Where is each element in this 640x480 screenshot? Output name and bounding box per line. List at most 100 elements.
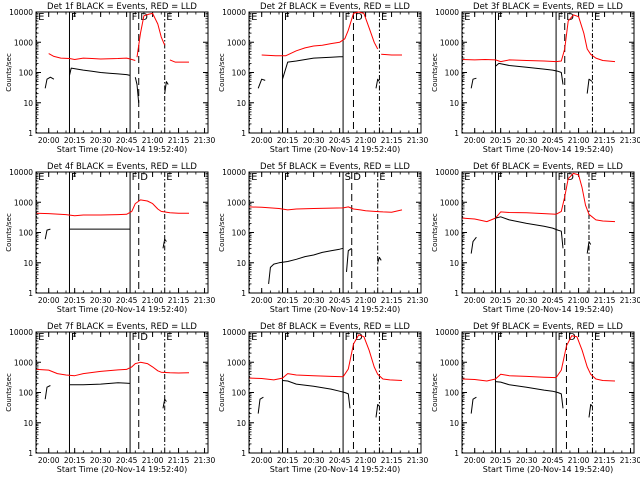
x-tick-label: 20:45 (116, 456, 138, 465)
lld-series-line (136, 12, 166, 58)
y-tick-label: 10000 (435, 328, 459, 337)
event-marker-label: F (497, 12, 503, 23)
event-marker-label: F (345, 332, 351, 343)
lld-series-line (261, 11, 379, 57)
y-tick-label: 10000 (222, 328, 246, 337)
y-tick-label: 1000 (227, 358, 246, 367)
y-tick-label: 100 (232, 389, 247, 398)
y-tick-label: 1000 (440, 198, 459, 207)
y-tick-label: 10 (23, 259, 33, 268)
x-tick-label: 20:45 (116, 296, 138, 305)
chart-title: Det 7f BLACK = Events, RED = LLD (47, 322, 197, 332)
lld-series-line (249, 334, 403, 381)
events-series-line (377, 256, 382, 263)
y-tick-label: 1 (28, 289, 33, 298)
x-tick-label: 20:00 (38, 136, 60, 145)
y-axis-label: Counts/sec (218, 373, 226, 412)
x-tick-label: 21:15 (594, 456, 616, 465)
x-tick-label: 20:00 (251, 456, 273, 465)
event-marker-label: F (497, 172, 503, 183)
y-tick-label: 1 (28, 129, 33, 138)
x-tick-label: 20:30 (90, 296, 112, 305)
y-tick-label: 10 (236, 99, 246, 108)
y-tick-label: 1000 (227, 198, 246, 207)
x-tick-label: 20:00 (38, 456, 60, 465)
x-tick-label: 21:30 (620, 136, 640, 145)
x-axis-label: Start Time (20-Nov-14 19:52:40) (270, 145, 400, 154)
x-tick-label: 20:45 (542, 136, 564, 145)
x-tick-label: 20:30 (303, 296, 325, 305)
x-tick-label: 20:30 (303, 456, 325, 465)
x-tick-label: 20:45 (116, 136, 138, 145)
lld-series-line (381, 53, 402, 56)
events-series-line (69, 67, 131, 76)
x-tick-label: 21:15 (381, 296, 403, 305)
y-tick-label: 100 (232, 229, 247, 238)
event-marker-label: F (284, 12, 290, 23)
y-tick-label: 10 (449, 419, 459, 428)
lld-series-line (462, 335, 616, 382)
x-tick-label: 21:00 (568, 456, 590, 465)
x-tick-label: 20:30 (516, 136, 538, 145)
y-tick-label: 100 (445, 69, 460, 78)
x-tick-label: 20:15 (277, 456, 299, 465)
x-tick-label: 20:15 (277, 136, 299, 145)
y-tick-label: 1 (241, 129, 246, 138)
y-tick-label: 1 (454, 129, 459, 138)
event-marker-label: D (568, 332, 576, 343)
lld-series-line (462, 14, 616, 63)
x-tick-label: 21:00 (142, 296, 164, 305)
chart-panel-2: Det 2f BLACK = Events, RED = LLD 1 10 100 10… (218, 2, 429, 154)
events-series-line (44, 76, 55, 89)
x-tick-label: 20:45 (329, 296, 351, 305)
lld-series-line (249, 206, 403, 213)
event-marker-label: E (379, 172, 385, 183)
chart-panel-7: Det 7f BLACK = Events, RED = LLD 1 10 100 10… (5, 322, 216, 474)
x-tick-label: 20:15 (277, 296, 299, 305)
y-axis-label: Counts/sec (5, 373, 13, 412)
chart-title: Det 1f BLACK = Events, RED = LLD (47, 2, 197, 12)
x-tick-label: 21:30 (620, 456, 640, 465)
y-axis-label: Counts/sec (431, 373, 439, 412)
plot-frame (248, 171, 422, 294)
plot-frame (35, 11, 209, 134)
y-tick-label: 100 (19, 69, 34, 78)
event-marker-label: E (594, 12, 600, 23)
x-tick-label: 20:45 (329, 456, 351, 465)
x-tick-label: 21:30 (407, 296, 429, 305)
events-series-line (164, 81, 169, 94)
event-marker-label: D (355, 12, 363, 23)
x-tick-label: 20:00 (38, 296, 60, 305)
x-tick-label: 21:00 (142, 456, 164, 465)
events-series-line (268, 247, 344, 284)
y-tick-label: 1 (241, 449, 246, 458)
x-tick-label: 20:15 (64, 136, 86, 145)
event-marker-label: D (140, 172, 148, 183)
events-series-line (69, 382, 131, 386)
x-tick-label: 20:30 (90, 456, 112, 465)
x-tick-label: 21:15 (168, 136, 190, 145)
plot-frame (461, 11, 635, 134)
x-axis-label: Start Time (20-Nov-14 19:52:40) (57, 145, 187, 154)
event-marker-label: F (132, 12, 138, 23)
events-series-line (282, 380, 351, 409)
x-tick-label: 20:00 (464, 456, 486, 465)
x-tick-label: 21:30 (194, 296, 216, 305)
y-tick-label: 1 (454, 289, 459, 298)
y-tick-label: 100 (19, 389, 34, 398)
events-series-line (495, 216, 564, 249)
y-axis-label: Counts/sec (431, 53, 439, 92)
y-tick-label: 100 (445, 229, 460, 238)
events-series-line (470, 77, 477, 89)
chart-panel-4: Det 4f BLACK = Events, RED = LLD 1 10 100 10… (5, 162, 216, 314)
lld-series-line (36, 361, 190, 377)
event-marker-label: D (140, 332, 148, 343)
chart-title: Det 3f BLACK = Events, RED = LLD (473, 2, 623, 12)
event-marker-label: E (166, 332, 172, 343)
chart-title: Det 9f BLACK = Events, RED = LLD (473, 322, 623, 332)
x-tick-label: 20:00 (464, 136, 486, 145)
x-axis-label: Start Time (20-Nov-14 19:52:40) (483, 465, 613, 474)
x-tick-label: 20:15 (64, 456, 86, 465)
y-axis-label: Counts/sec (218, 53, 226, 92)
